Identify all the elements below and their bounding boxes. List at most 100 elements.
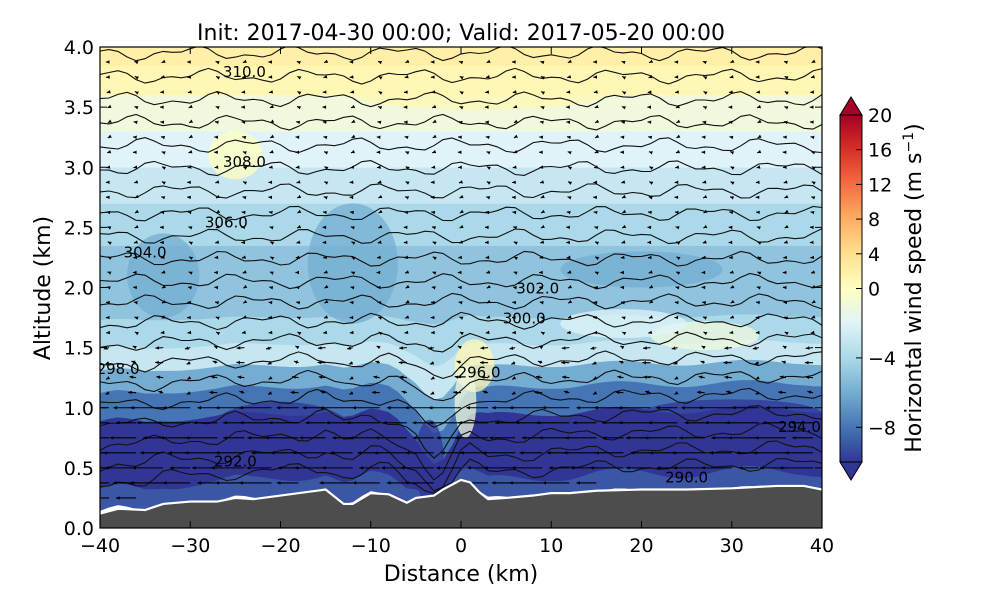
wind-vector-head [349, 60, 354, 64]
wind-vector-head [698, 375, 703, 379]
wind-vector-head [187, 195, 191, 200]
wind-vector-head [292, 375, 296, 379]
x-tick-label: −30 [170, 535, 210, 557]
wind-vector-head [162, 406, 167, 410]
terrain-fill [100, 479, 822, 528]
wind-vector-head [511, 361, 516, 365]
wind-vector-head [539, 255, 544, 260]
wind-vector-head [539, 165, 544, 169]
wind-vector-head [649, 315, 653, 319]
wind-vector-head [593, 75, 598, 79]
wind-vector-head [155, 346, 160, 350]
wind-vector-head [784, 224, 789, 229]
wind-vector-head [540, 60, 545, 65]
wind-vector-head [295, 255, 300, 260]
wind-vector-head [480, 346, 485, 350]
wind-vector-head [811, 315, 816, 319]
wind-vector-head [378, 106, 383, 110]
wind-vector-head [539, 150, 543, 154]
wind-vector-head [79, 421, 83, 424]
wind-vector-head [782, 345, 787, 350]
wind-vector-head [267, 361, 272, 365]
wind-vector-head [647, 225, 652, 230]
wind-vector-head [376, 270, 381, 275]
wind-vector-head [295, 135, 300, 139]
wind-vector-head [765, 406, 770, 410]
wind-vector-head [542, 481, 546, 485]
wind-vector-head [675, 90, 679, 94]
wind-vector-head [621, 120, 626, 125]
wind-vector-head [239, 406, 243, 410]
wind-vector-head [346, 421, 351, 425]
x-tick-label: 40 [810, 535, 834, 557]
wind-vector-head [133, 120, 138, 125]
wind-vector-head [241, 255, 246, 259]
wind-vector-head [485, 210, 490, 215]
wind-vector-head [620, 165, 625, 169]
y-tick-label: 3.0 [64, 157, 94, 179]
wind-vector-head [467, 466, 471, 470]
wind-vector-head [192, 466, 196, 470]
wind-vector-head [804, 360, 809, 365]
wind-vector-head [457, 150, 462, 154]
wind-vector-head [509, 406, 513, 410]
wind-vector-head [188, 134, 193, 138]
wind-vector-head [782, 150, 787, 154]
wind-vector-head [242, 151, 247, 155]
wind-vector-head [568, 166, 573, 170]
wind-vector-head [513, 241, 518, 245]
wind-vector-head [241, 120, 246, 124]
wind-vector-head [430, 361, 435, 365]
wind-vector-head [404, 210, 409, 215]
wind-vector-head [755, 75, 760, 79]
wind-vector-head [268, 300, 273, 305]
wind-vector-head [160, 436, 165, 440]
wind-vector-head [376, 285, 381, 290]
wind-vector-head [107, 226, 112, 230]
wind-vector-head [430, 60, 435, 64]
wind-vector-head [432, 119, 437, 123]
wind-vector-head [593, 300, 598, 305]
wind-vector-head [378, 224, 383, 229]
wind-speed-blob [208, 401, 353, 462]
wind-vector-head [324, 151, 329, 155]
wind-vector-head [711, 436, 716, 440]
wind-vector-head [621, 240, 626, 244]
wind-vector-head [697, 390, 701, 395]
wind-vector-head [243, 181, 248, 185]
wind-vector-head [378, 194, 383, 199]
wind-vector-head [268, 421, 273, 425]
wind-vector-head [133, 301, 138, 305]
wind-vector-head [784, 76, 789, 80]
wind-vector-head [540, 194, 545, 199]
wind-vector-head [106, 75, 110, 79]
wind-vector-head [676, 256, 681, 261]
wind-vector-head [349, 436, 354, 440]
wind-vector-head [457, 270, 462, 275]
wind-vector-head [296, 106, 301, 110]
wind-vector-head [754, 436, 759, 440]
wind-vector-head [161, 135, 166, 140]
wind-vector-head [359, 466, 363, 470]
wind-vector-head [349, 195, 354, 200]
wind-vector-head [162, 166, 167, 170]
wind-vector-head [378, 76, 383, 80]
wind-vector-head [622, 91, 627, 95]
wind-vector-head [540, 180, 545, 184]
wind-vector-head [243, 299, 248, 304]
wind-vector-head [783, 255, 788, 260]
wind-vector-head [187, 315, 191, 320]
wind-vector-head [684, 421, 689, 425]
wind-vector-head [297, 224, 302, 229]
wind-vector-head [673, 466, 677, 470]
wind-vector-head [187, 165, 192, 169]
wind-vector-head [757, 149, 762, 154]
wind-vector-head [656, 466, 661, 470]
wind-vector-head [133, 240, 138, 244]
colorbar-tick-label: 8 [868, 209, 880, 231]
wind-vector-head [756, 165, 761, 169]
wind-vector-head [756, 210, 760, 215]
wind-vector-head [317, 346, 322, 350]
wind-vector-head [404, 330, 409, 335]
wind-vector-head [567, 196, 572, 200]
